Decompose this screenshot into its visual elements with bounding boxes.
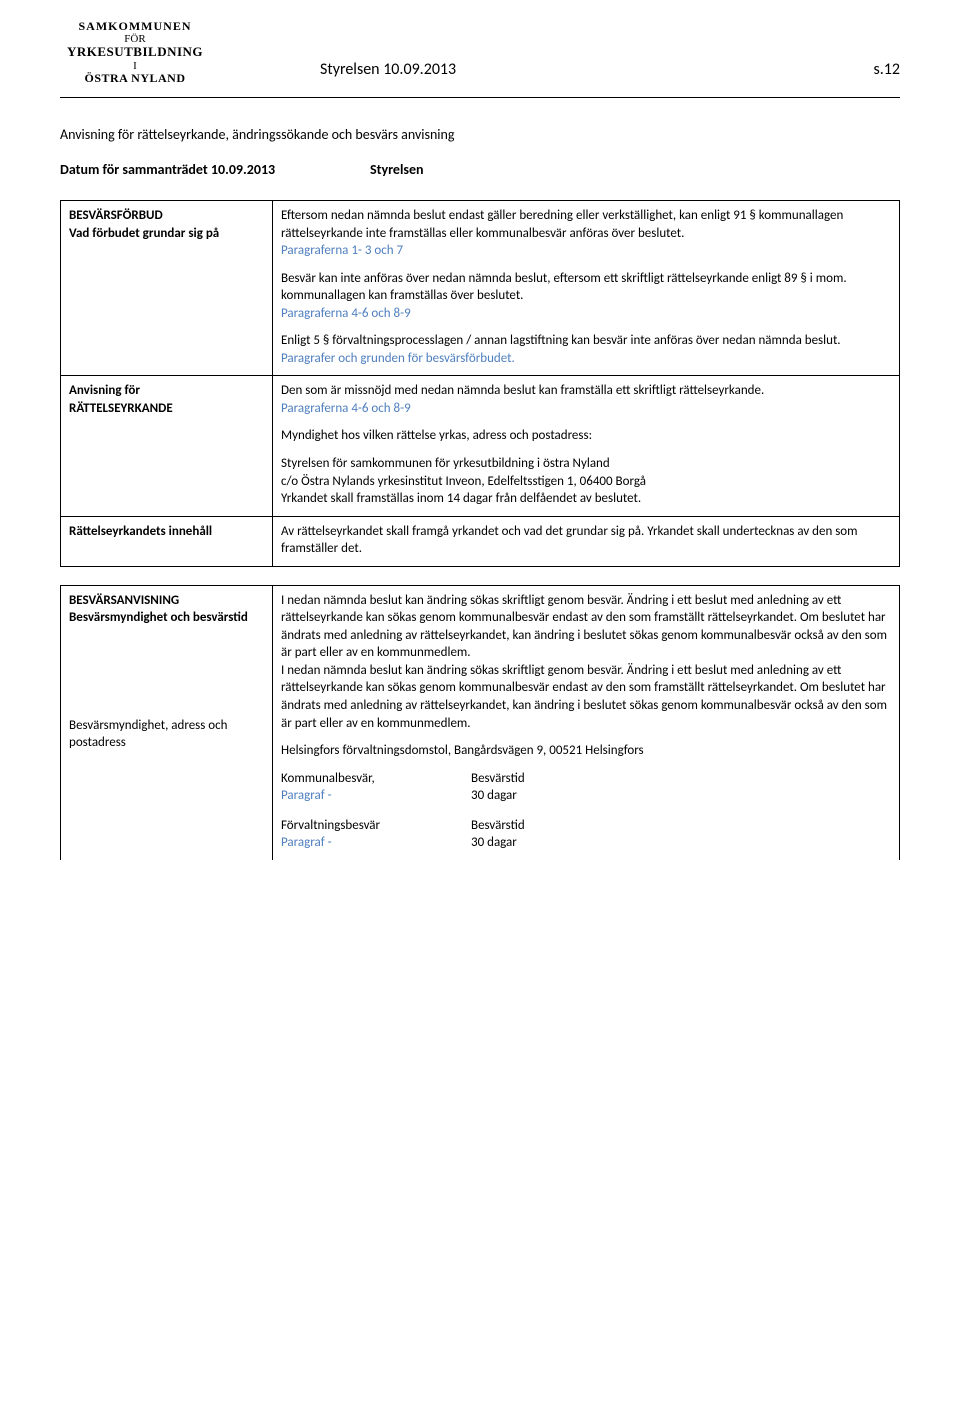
section-content: I nedan nämnda beslut kan ändring sökas … xyxy=(273,585,900,860)
section-sublabel: Besvärsmyndighet, adress och postadress xyxy=(69,717,264,752)
logo-line: I xyxy=(45,60,225,72)
paragraph-text: Den som är missnöjd med nedan nämnda bes… xyxy=(281,383,764,398)
page-header: Styrelsen 10.09.2013 s.12 xyxy=(320,60,900,79)
appeal-info-table-1: BESVÄRSFÖRBUD Vad förbudet grundar sig p… xyxy=(60,200,900,567)
appeal-period-label: Besvärstid xyxy=(471,817,525,835)
appeal-period-label: Besvärstid xyxy=(471,770,525,788)
section-label-innehall: Rättelseyrkandets innehåll xyxy=(61,516,273,566)
table-row: Anvisning för RÄTTELSEYRKANDE Den som är… xyxy=(61,376,900,516)
paragraph: Myndighet hos vilken rättelse yrkas, adr… xyxy=(281,427,891,445)
table-row: BESVÄRSANVISNING Besvärsmyndighet och be… xyxy=(61,585,900,860)
paragraph: Eftersom nedan nämnda beslut endast gäll… xyxy=(281,207,891,260)
paragraph: Styrelsen för samkommunen för yrkesutbil… xyxy=(281,455,891,508)
paragraph-reference: Paragraf - xyxy=(281,834,471,852)
logo-line: ÖSTRA NYLAND xyxy=(45,72,225,85)
section-content: Eftersom nedan nämnda beslut endast gäll… xyxy=(273,201,900,376)
header-divider xyxy=(60,97,900,98)
section-label-besvarsforbud: BESVÄRSFÖRBUD Vad förbudet grundar sig p… xyxy=(61,201,273,376)
appeal-type-row: Paragraf - 30 dagar xyxy=(281,787,891,805)
appeal-period-value: 30 dagar xyxy=(471,834,517,852)
paragraph: Besvär kan inte anföras över nedan nämnd… xyxy=(281,270,891,323)
appeal-info-table-2: BESVÄRSANVISNING Besvärsmyndighet och be… xyxy=(60,585,900,860)
paragraph-text: Eftersom nedan nämnda beslut endast gäll… xyxy=(281,208,843,241)
meeting-body: Styrelsen xyxy=(370,161,424,178)
paragraph: I nedan nämnda beslut kan ändring sökas … xyxy=(281,592,891,662)
paragraph-reference: Paragraferna 4-6 och 8-9 xyxy=(281,306,411,321)
paragraph: Enligt 5 § förvaltningsprocesslagen / an… xyxy=(281,332,891,367)
meeting-date-label: Datum för sammanträdet 10.09.2013 xyxy=(60,161,370,178)
appeal-type-row: Förvaltningsbesvär Besvärstid xyxy=(281,817,891,835)
appeal-type-label: Förvaltningsbesvär xyxy=(281,817,471,835)
section-label-besvarsanvisning: BESVÄRSANVISNING Besvärsmyndighet och be… xyxy=(61,585,273,860)
header-title: Styrelsen 10.09.2013 xyxy=(320,60,456,79)
section-sublabel: BESVÄRSANVISNING Besvärsmyndighet och be… xyxy=(69,592,264,627)
appeal-type-row: Paragraf - 30 dagar xyxy=(281,834,891,852)
paragraph: Den som är missnöjd med nedan nämnda bes… xyxy=(281,382,891,417)
meeting-date-row: Datum för sammanträdet 10.09.2013 Styrel… xyxy=(60,161,900,178)
table-row: Rättelseyrkandets innehåll Av rättelseyr… xyxy=(61,516,900,566)
header-page-number: s.12 xyxy=(873,60,900,79)
paragraph-text: Besvär kan inte anföras över nedan nämnd… xyxy=(281,271,847,304)
org-logo: SAMKOMMUNEN FÖR YRKESUTBILDNING I ÖSTRA … xyxy=(45,20,225,85)
paragraph: I nedan nämnda beslut kan ändring sökas … xyxy=(281,662,891,732)
document-page: SAMKOMMUNEN FÖR YRKESUTBILDNING I ÖSTRA … xyxy=(0,0,960,918)
deadline-text: Yrkandet skall framställas inom 14 dagar… xyxy=(281,491,641,506)
appeal-type-row: Kommunalbesvär, Besvärstid xyxy=(281,770,891,788)
paragraph-reference: Paragraf - xyxy=(281,787,471,805)
table-row: BESVÄRSFÖRBUD Vad förbudet grundar sig p… xyxy=(61,201,900,376)
section-label-rattelseyrkande: Anvisning för RÄTTELSEYRKANDE xyxy=(61,376,273,516)
paragraph-reference: Paragrafer och grunden för besvärsförbud… xyxy=(281,351,515,366)
authority-address: c/o Östra Nylands yrkesinstitut Inveon, … xyxy=(281,474,646,489)
court-address: Helsingfors förvaltningsdomstol, Bangård… xyxy=(281,742,891,760)
paragraph: Av rättelseyrkandet skall framgå yrkande… xyxy=(281,523,891,558)
logo-line: SAMKOMMUNEN xyxy=(45,20,225,33)
section-content: Av rättelseyrkandet skall framgå yrkande… xyxy=(273,516,900,566)
paragraph-reference: Paragraferna 1- 3 och 7 xyxy=(281,243,403,258)
intro-heading: Anvisning för rättelseyrkande, ändringss… xyxy=(60,126,900,143)
authority-name: Styrelsen för samkommunen för yrkesutbil… xyxy=(281,456,610,471)
appeal-type-label: Kommunalbesvär, xyxy=(281,770,471,788)
logo-line: YRKESUTBILDNING xyxy=(45,45,225,59)
appeal-period-value: 30 dagar xyxy=(471,787,517,805)
section-content: Den som är missnöjd med nedan nämnda bes… xyxy=(273,376,900,516)
paragraph-text: Enligt 5 § förvaltningsprocesslagen / an… xyxy=(281,333,841,348)
paragraph-reference: Paragraferna 4-6 och 8-9 xyxy=(281,401,411,416)
